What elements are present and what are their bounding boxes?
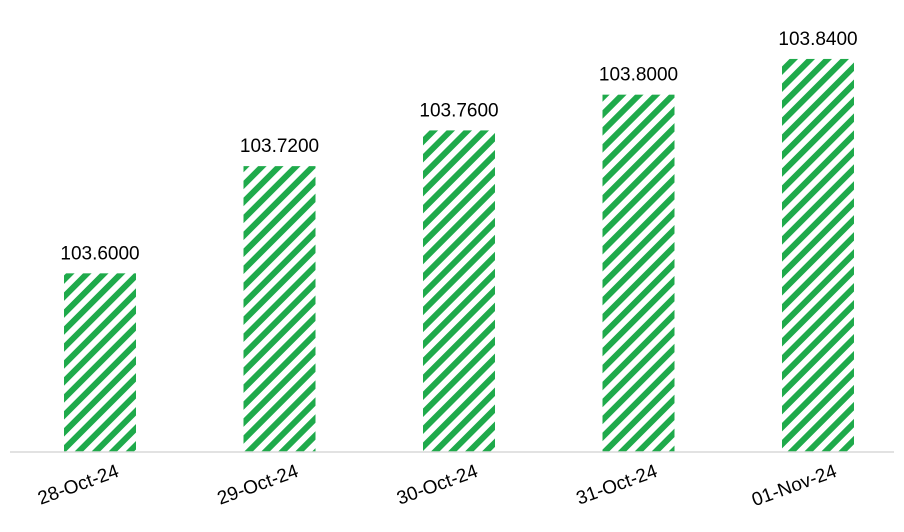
x-tick-label-31-Oct-24: 31-Oct-24 <box>574 461 661 510</box>
bar-29-Oct-24 <box>243 166 316 452</box>
bar-30-Oct-24 <box>423 130 495 452</box>
bars-layer <box>64 58 854 453</box>
bar-31-Oct-24 <box>602 94 675 453</box>
data-label-28-Oct-24: 103.6000 <box>60 243 139 264</box>
bar-01-Nov-24 <box>782 58 854 452</box>
data-labels-layer: 103.6000 103.7200 103.7600 103.8000 103.8400 <box>60 29 857 264</box>
x-tick-label-30-Oct-24: 30-Oct-24 <box>394 461 481 510</box>
data-label-29-Oct-24: 103.7200 <box>240 136 319 157</box>
bar-28-Oct-24 <box>64 273 136 452</box>
data-label-30-Oct-24: 103.7600 <box>419 100 498 121</box>
x-tick-labels-layer: 28-Oct-24 29-Oct-24 30-Oct-24 31-Oct-24 01-N… <box>35 461 840 511</box>
data-label-31-Oct-24: 103.8000 <box>599 65 678 86</box>
data-label-01-Nov-24: 103.8400 <box>778 29 857 50</box>
x-tick-label-01-Nov-24: 01-Nov-24 <box>749 461 840 511</box>
x-tick-label-29-Oct-24: 29-Oct-24 <box>215 461 302 510</box>
x-tick-label-28-Oct-24: 28-Oct-24 <box>35 461 122 510</box>
